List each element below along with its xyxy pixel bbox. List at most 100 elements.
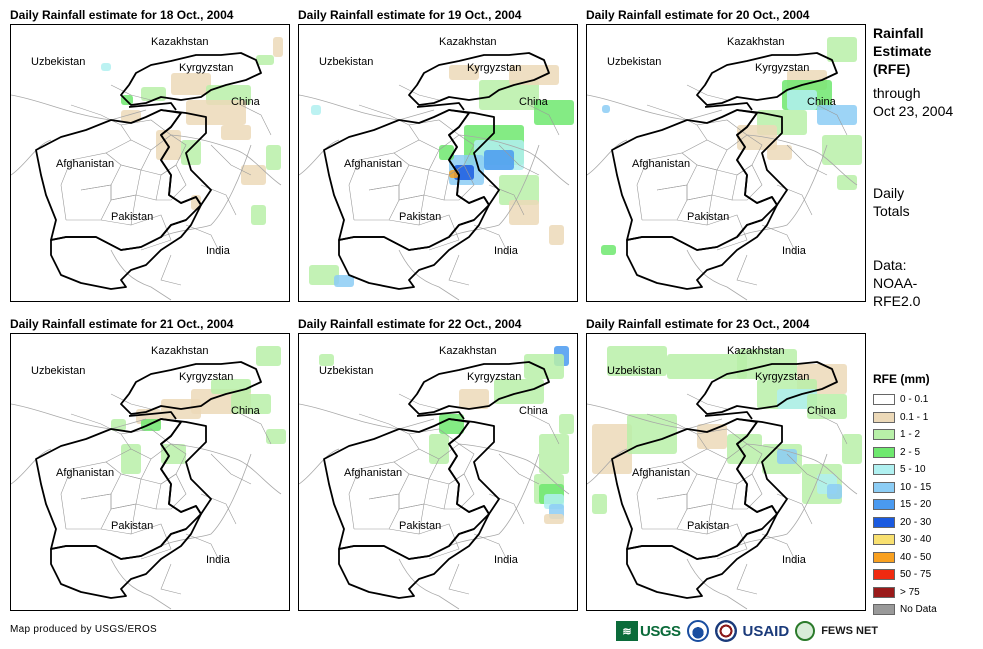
panel-title: Daily Rainfall estimate for 22 Oct., 200… — [298, 317, 522, 331]
country-label-china: China — [807, 405, 837, 417]
tajikistan-border — [416, 102, 465, 111]
logo-strip: ≋ USGS USAID FEWS NET — [616, 618, 878, 644]
province-line — [732, 473, 763, 510]
province-line — [761, 533, 798, 565]
province-line — [130, 523, 172, 560]
border-line — [458, 134, 570, 186]
legend-item: 50 - 75 — [873, 566, 978, 584]
border-line — [458, 443, 570, 495]
other-borders — [299, 403, 570, 610]
province-line — [358, 413, 410, 435]
rain-patch — [334, 275, 354, 287]
country-label-kyrgyzstan: Kyrgyzstan — [179, 62, 233, 74]
province-line — [348, 468, 360, 530]
through-label: through — [873, 85, 921, 101]
rain-patch — [822, 135, 862, 165]
country-label-afghanistan: Afghanistan — [632, 158, 690, 170]
rain-patch — [309, 265, 339, 285]
country-label-china: China — [231, 96, 261, 108]
province-line — [636, 468, 648, 530]
rainfall-patches — [101, 37, 283, 225]
country-label-uzbekistan: Uzbekistan — [319, 365, 373, 377]
border-line — [299, 94, 435, 121]
province-line — [240, 413, 272, 445]
pakistan-border-north — [160, 418, 212, 515]
country-label-india: India — [782, 245, 807, 257]
province-line — [398, 393, 440, 410]
legend-label: 40 - 50 — [900, 551, 932, 563]
legend-item: 30 - 40 — [873, 531, 978, 549]
rain-patch — [627, 414, 677, 454]
rain-patch — [601, 245, 616, 255]
country-borders — [323, 52, 550, 290]
rain-patch — [534, 100, 574, 125]
country-label-afghanistan: Afghanistan — [56, 467, 114, 479]
data-label: Data: — [873, 257, 907, 273]
province-line — [444, 164, 475, 201]
pakistan-border-south — [626, 513, 778, 599]
border-line — [731, 144, 828, 241]
rain-patch — [311, 105, 321, 115]
border-line — [398, 558, 460, 610]
tajikistan-border — [704, 411, 753, 420]
commerce-seal-icon — [714, 620, 737, 642]
border-line — [398, 249, 460, 301]
legend-label: 0 - 0.1 — [900, 394, 929, 406]
panel-title: Daily Rainfall estimate for 20 Oct., 200… — [586, 8, 810, 22]
kyrgyzstan-border — [120, 361, 262, 415]
legend-label: > 75 — [900, 586, 920, 598]
rain-patch — [231, 394, 271, 414]
rain-patch — [459, 389, 489, 409]
country-labels: Kazakhstan Uzbekistan Kyrgyzstan China Afgha… — [31, 345, 261, 566]
legend-swatch — [873, 516, 895, 528]
legend-label: 5 - 10 — [900, 464, 926, 476]
rain-patch — [559, 414, 574, 434]
country-label-kyrgyzstan: Kyrgyzstan — [467, 371, 521, 383]
rain-patch — [439, 145, 454, 160]
map-credit: Map produced by USGS/EROS — [10, 624, 158, 635]
legend-label: No Data — [900, 604, 937, 616]
rain-patch — [524, 354, 564, 379]
rainfall-map: Kazakhstan Uzbekistan Kyrgyzstan China Afgha… — [586, 24, 866, 302]
data-source-line2: RFE2.0 — [873, 293, 921, 309]
legend-item: 1 - 2 — [873, 426, 978, 444]
province-line — [185, 533, 222, 565]
province-line — [418, 214, 460, 251]
province-line — [110, 84, 152, 101]
country-label-pakistan: Pakistan — [111, 211, 153, 223]
side-title-line3: (RFE) — [873, 61, 911, 77]
panel-title: Daily Rainfall estimate for 18 Oct., 200… — [10, 8, 234, 22]
usgs-text: USGS — [640, 622, 681, 640]
province-line — [528, 104, 560, 136]
rain-patch — [842, 434, 862, 464]
rain-patch — [787, 90, 817, 110]
legend-title: RFE (mm) — [873, 372, 930, 386]
province-line — [761, 224, 798, 256]
province-line — [473, 224, 510, 256]
province-line — [444, 473, 475, 510]
province-line — [423, 169, 450, 201]
rain-patch — [141, 87, 166, 101]
legend-swatch — [873, 394, 895, 406]
border-line — [170, 134, 282, 186]
legend-label: 50 - 75 — [900, 569, 932, 581]
country-label-pakistan: Pakistan — [399, 520, 441, 532]
rfe-legend: RFE (mm) 0 - 0.1 0.1 - 1 1 - 2 2 - 5 5 - 10 1… — [873, 372, 978, 619]
province-line — [160, 563, 182, 595]
rain-patch — [607, 346, 667, 376]
through-date: through Oct 23, 2004 — [873, 84, 953, 120]
country-labels: Kazakhstan Uzbekistan Kyrgyzstan China Afgha… — [607, 345, 837, 566]
afghanistan-border — [323, 418, 490, 560]
rain-patch — [499, 175, 539, 205]
rain-patch — [827, 37, 857, 62]
pakistan-border-south — [626, 204, 778, 290]
daily-totals: Daily Totals — [873, 184, 910, 220]
legend-swatch — [873, 481, 895, 493]
rain-patch — [266, 145, 281, 170]
province-line — [120, 119, 172, 141]
border-line — [11, 94, 147, 121]
usaid-logo: USAID — [742, 622, 790, 640]
legend-label: 0.1 - 1 — [900, 411, 929, 423]
rain-patch — [737, 125, 777, 150]
usgs-logo: ≋ USGS — [616, 621, 681, 641]
